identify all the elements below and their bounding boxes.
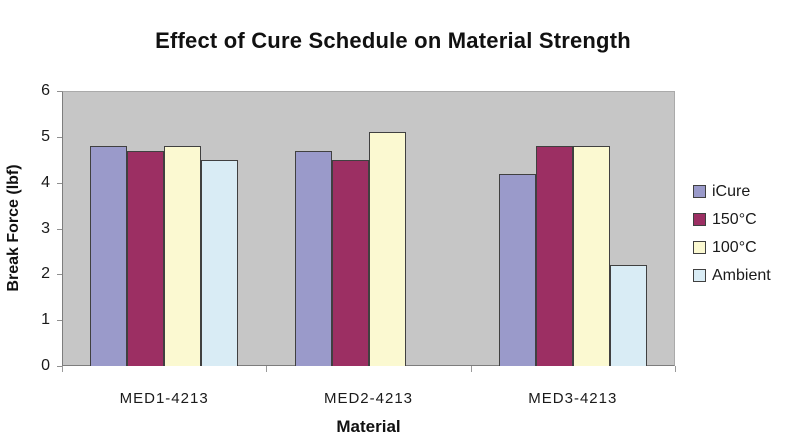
- legend-label: 100°C: [712, 238, 757, 256]
- bar: [535, 146, 573, 366]
- y-tick-mark: [57, 228, 62, 230]
- y-tick-label: 5: [41, 127, 50, 145]
- y-tick-mark: [57, 136, 62, 138]
- bar: [331, 159, 369, 366]
- bar: [572, 146, 610, 366]
- bar: [368, 132, 406, 366]
- y-tick-mark: [57, 91, 62, 92]
- legend-swatch-icon: [693, 269, 706, 282]
- y-tick-mark: [57, 274, 62, 276]
- legend-item: Ambient: [693, 265, 771, 286]
- y-tick-mark: [57, 182, 62, 184]
- legend-item: 150°C: [693, 209, 771, 230]
- legend-item: iCure: [693, 181, 771, 202]
- y-tick-label: 4: [41, 173, 50, 191]
- y-tick-label: 3: [41, 219, 50, 237]
- x-tick-mark: [266, 366, 268, 372]
- bar: [609, 265, 647, 366]
- x-axis-title: Material: [336, 417, 401, 436]
- legend-label: iCure: [712, 182, 751, 200]
- x-tick-mark: [62, 366, 63, 372]
- legend-item: 100°C: [693, 237, 771, 258]
- y-tick-label: 0: [41, 357, 50, 374]
- y-tick-label: 1: [41, 311, 50, 329]
- x-tick-mark: [675, 366, 676, 372]
- legend-swatch-icon: [693, 185, 706, 198]
- legend-label: Ambient: [712, 266, 771, 284]
- bar: [294, 150, 332, 366]
- y-tick-mark: [57, 366, 62, 367]
- bar: [90, 146, 128, 366]
- bar: [201, 159, 239, 366]
- y-tick-label: 6: [41, 82, 50, 99]
- x-tick-mark: [470, 366, 472, 372]
- chart-title: Effect of Cure Schedule on Material Stre…: [155, 28, 631, 53]
- y-tick-label: 2: [41, 265, 50, 283]
- category-label: MED1-4213: [119, 390, 209, 407]
- legend-swatch-icon: [693, 213, 706, 226]
- legend-label: 150°C: [712, 210, 757, 228]
- bar: [164, 146, 202, 366]
- bar: [498, 173, 536, 366]
- category-label: MED2-4213: [323, 390, 414, 407]
- bar: [127, 150, 165, 366]
- y-tick-mark: [57, 320, 62, 322]
- legend-swatch-icon: [693, 241, 706, 254]
- legend: iCure 150°C 100°C Ambient: [693, 181, 771, 293]
- category-label: MED3-4213: [528, 390, 618, 407]
